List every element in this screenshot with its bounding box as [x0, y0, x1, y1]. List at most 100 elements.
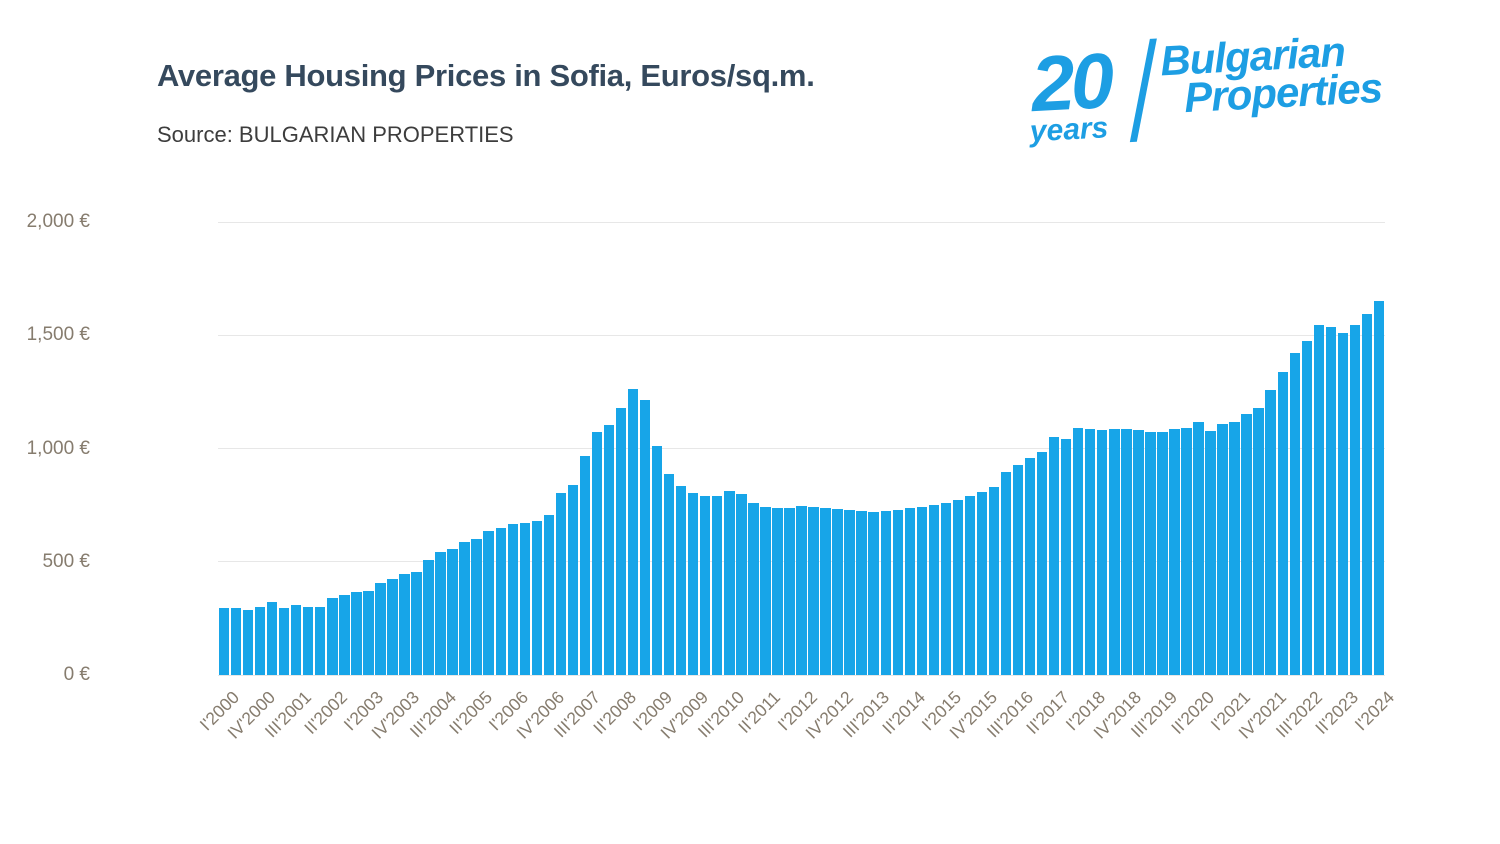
chart-bar [820, 507, 831, 675]
logo-divider-bar [1129, 38, 1157, 143]
chart-bar [615, 408, 627, 675]
chart-bar [1205, 431, 1216, 675]
chart-bar [1361, 313, 1373, 675]
chart-bar [1181, 427, 1192, 675]
logo-years-text: years [1029, 111, 1110, 149]
chart-bar [639, 400, 651, 675]
chart-bar [423, 560, 434, 675]
chart-bar [1036, 452, 1048, 675]
chart-bar [712, 495, 723, 675]
y-tick-label: 2,000 € [26, 211, 90, 232]
chart-bar [651, 446, 663, 675]
chart-bar [1085, 428, 1096, 675]
chart-bar [1373, 300, 1385, 675]
plot-area: 2,000 €1,500 €1,000 €500 €0 € I'2000 IV'20… [27, 211, 1399, 743]
chart-bar [447, 548, 458, 675]
chart-bar [675, 485, 687, 675]
chart-bar [459, 541, 470, 675]
chart-bar [591, 431, 603, 675]
chart-bar [327, 598, 338, 675]
chart-bar [1121, 428, 1132, 675]
chart-bar [1265, 390, 1276, 675]
chart-bar [1145, 431, 1156, 675]
chart-bar [736, 494, 747, 675]
chart-bar [555, 492, 567, 675]
chart-bar [1097, 430, 1108, 675]
chart-bar [952, 499, 964, 675]
chart-bar [1325, 326, 1337, 675]
y-tick-label: 500 € [42, 550, 90, 572]
chart-bar [760, 506, 771, 675]
chart-bar [1217, 423, 1228, 675]
chart-bar [315, 607, 326, 675]
chart-bar [856, 511, 867, 675]
chart-bar [663, 474, 675, 675]
chart-title: Average Housing Prices in Sofia, Euros/s… [157, 58, 815, 93]
chart-bar [1157, 431, 1168, 675]
chart-bar [1313, 324, 1325, 675]
chart-bar [278, 607, 290, 675]
chart-bar [1060, 438, 1072, 675]
chart-bar [242, 609, 254, 675]
chart-bar [988, 487, 1000, 675]
chart-bar [724, 490, 735, 675]
chart-bar [579, 455, 591, 675]
gridline [218, 334, 1385, 336]
logo-brand-line2: Properties [1183, 63, 1384, 122]
chart-bar [1289, 353, 1300, 675]
gridline [218, 221, 1385, 223]
chart-bar [976, 492, 988, 675]
chart-bar [1349, 324, 1361, 675]
bulgarian-properties-logo: 20 years Bulgarian Properties [1019, 24, 1395, 158]
chart-bar [531, 520, 543, 675]
gridline [218, 674, 1385, 676]
chart-bar [1012, 464, 1024, 675]
chart-bar [567, 485, 579, 675]
chart-bar [928, 504, 940, 675]
chart-bar [1133, 430, 1144, 675]
gridline [218, 448, 1385, 449]
chart-bar [784, 507, 795, 675]
x-tick-label: I'2024 [1350, 687, 1399, 735]
chart-bar [627, 389, 639, 675]
chart-bar [483, 530, 494, 675]
chart-bar [808, 506, 819, 675]
chart-bar [375, 583, 386, 675]
chart-bar [796, 505, 807, 675]
chart-bar [230, 608, 242, 675]
chart-bar [1301, 340, 1312, 675]
chart-bar [1109, 428, 1120, 675]
y-tick-label: 0 € [63, 664, 90, 685]
chart-bar [772, 507, 783, 675]
chart-bar [748, 502, 759, 675]
chart-bar [700, 495, 711, 675]
chart-bar [290, 604, 302, 675]
chart-bar [495, 527, 506, 675]
chart-bar [1253, 407, 1264, 675]
chart-bar [964, 496, 976, 675]
chart-bar [892, 509, 903, 675]
chart-bar [880, 510, 891, 675]
chart-bar [519, 522, 530, 675]
chart-bar [399, 573, 410, 675]
chart-bar [832, 508, 843, 675]
chart-bar [254, 607, 266, 675]
chart-bar [1241, 414, 1252, 675]
chart-bar [351, 591, 362, 675]
chart-bar [435, 552, 446, 675]
chart-bar [303, 607, 314, 675]
chart-bar [603, 425, 615, 675]
chart-bar [339, 595, 350, 675]
chart-bar [940, 502, 952, 675]
y-tick-label: 1,000 € [26, 437, 90, 459]
chart-bar [1169, 429, 1180, 675]
chart-bar [1000, 471, 1012, 675]
chart-bar [1024, 458, 1036, 675]
chart-bar [411, 571, 422, 675]
chart-bar [1048, 436, 1060, 675]
chart-bar [1277, 371, 1288, 675]
chart-bar [543, 515, 555, 675]
chart-bar [266, 601, 278, 675]
chart-bar [471, 539, 482, 675]
chart-bar [1337, 332, 1349, 675]
